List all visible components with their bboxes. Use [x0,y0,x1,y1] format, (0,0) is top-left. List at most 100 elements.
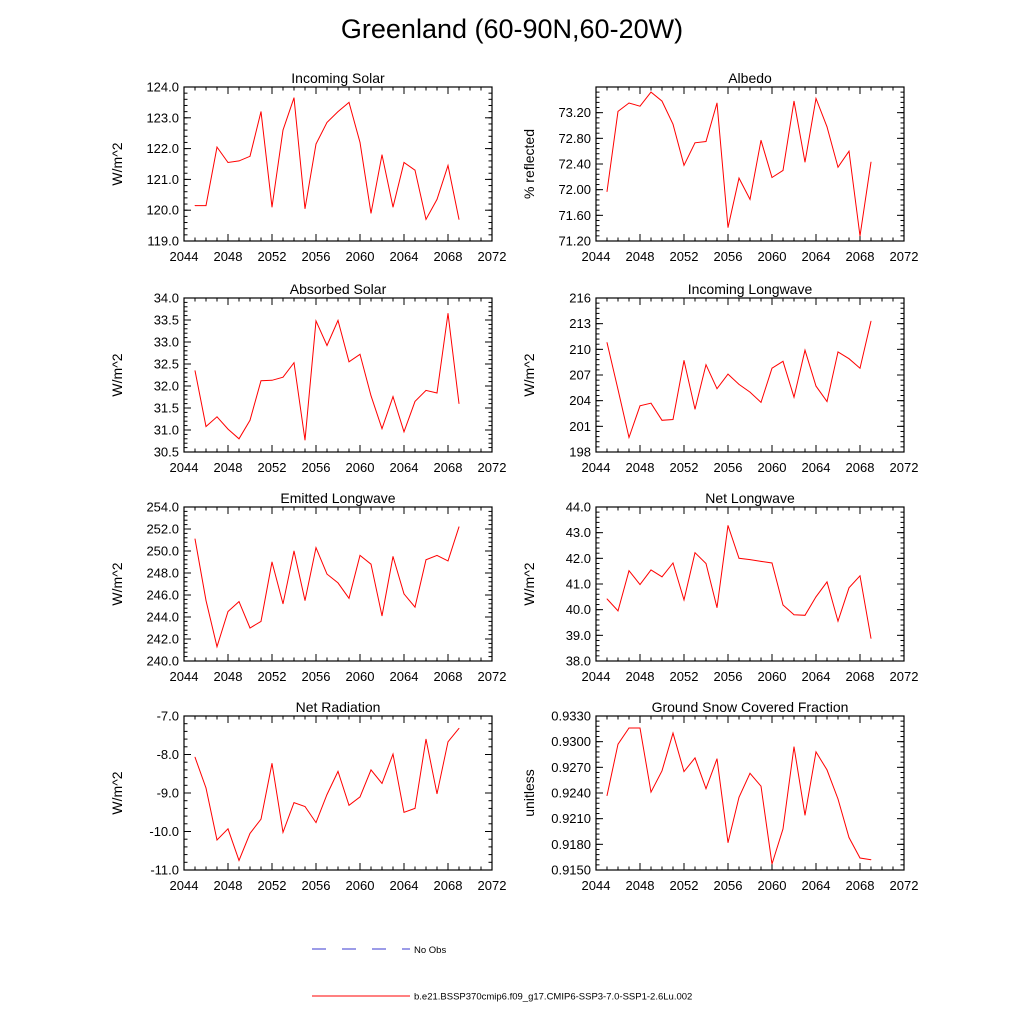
data-point [639,584,641,585]
data-point [370,769,372,771]
x-tick-label: 2072 [890,249,919,264]
x-tick-label: 2044 [170,460,199,475]
data-point [249,833,251,834]
data-point [650,91,652,93]
data-point [216,839,218,841]
legend: No Obs b.e21.BSSP370cmip6.f09_g17.CMIP6-… [312,945,692,1003]
panel-title: Ground Snow Covered Fraction [652,699,849,715]
data-point [436,793,438,795]
data-point [782,828,784,830]
data-point [606,795,608,796]
data-point [859,235,861,237]
data-point [392,206,394,208]
data-point [694,757,696,759]
data-point [815,596,817,598]
y-tick-label: 72.00 [558,182,591,197]
y-axis-label: unitless [521,769,537,816]
data-point [771,562,773,564]
x-tick-label: 2048 [214,460,243,475]
data-point [617,610,619,612]
data-point [381,782,383,784]
data-point [859,857,861,859]
data-point [639,105,641,107]
data-point [205,426,207,427]
data-point [628,727,630,729]
data-point [414,606,416,608]
data-point [793,100,795,102]
x-tick-label: 2056 [302,669,331,684]
y-tick-label: 119.0 [147,234,179,249]
data-point [194,756,196,758]
x-tick-label: 2044 [582,669,611,684]
data-point [672,732,674,734]
x-tick-label: 2052 [670,878,699,893]
data-point [749,198,751,200]
x-tick-label: 2048 [626,669,655,684]
data-point [606,342,608,343]
data-point [782,604,784,606]
x-tick-label: 2060 [758,878,787,893]
y-tick-label: 41.0 [566,577,591,592]
x-tick-label: 2064 [390,669,419,684]
y-tick-label: 38.0 [566,654,591,669]
data-point [848,587,850,589]
x-tick-label: 2072 [478,460,507,475]
data-point [606,191,608,192]
data-point [705,788,707,790]
data-point [837,166,839,168]
data-point [194,538,196,540]
data-point [425,219,427,220]
data-point [293,362,295,364]
data-point [716,388,718,390]
y-tick-label: 72.40 [558,157,591,172]
y-tick-label: 123.0 [146,110,179,125]
data-point [705,141,707,142]
x-tick-label: 2064 [802,460,831,475]
data-point [738,177,740,179]
data-point [271,762,273,764]
x-tick-label: 2072 [478,249,507,264]
data-point [672,562,674,564]
data-point [749,391,751,393]
panel-incoming-solar: 2044 2048 2052 2056 2060 2064 2068 2072 119.0 120… [109,70,506,264]
y-tick-label: 31.5 [154,401,179,416]
x-tick-label: 2072 [890,460,919,475]
data-point [282,831,284,833]
series-line [606,727,872,865]
data-point [727,842,729,844]
data-point [348,804,350,806]
y-axis-label: W/m^2 [109,771,125,814]
data-point [326,573,328,575]
data-point [348,102,350,103]
y-axis-label: % reflected [521,129,537,199]
data-point [815,751,817,753]
x-tick-label: 2072 [890,878,919,893]
y-tick-label: 0.9330 [551,709,591,724]
data-point [194,370,196,371]
data-point [414,401,416,402]
data-point [650,791,652,793]
x-tick-label: 2048 [626,878,655,893]
x-tick-label: 2048 [214,669,243,684]
data-point [194,205,196,206]
x-tick-label: 2052 [258,249,287,264]
data-point [672,123,674,125]
data-point [694,552,696,554]
data-point [304,600,306,601]
data-point [436,199,438,200]
x-tick-label: 2068 [846,669,875,684]
data-point [403,811,405,813]
x-tick-label: 2068 [434,878,463,893]
data-point [683,599,685,601]
x-tick-label: 2052 [258,460,287,475]
data-point [392,753,394,755]
data-point [227,611,229,612]
data-point [249,419,251,421]
data-point [359,353,361,355]
x-tick-label: 2064 [802,669,831,684]
panel-incoming-longwave: 2044 2048 2052 2056 2060 2064 2068 2072 198 201 20… [521,281,918,475]
data-point [760,561,762,562]
data-point [650,402,652,404]
data-point [826,581,828,583]
x-tick-label: 2060 [346,249,375,264]
